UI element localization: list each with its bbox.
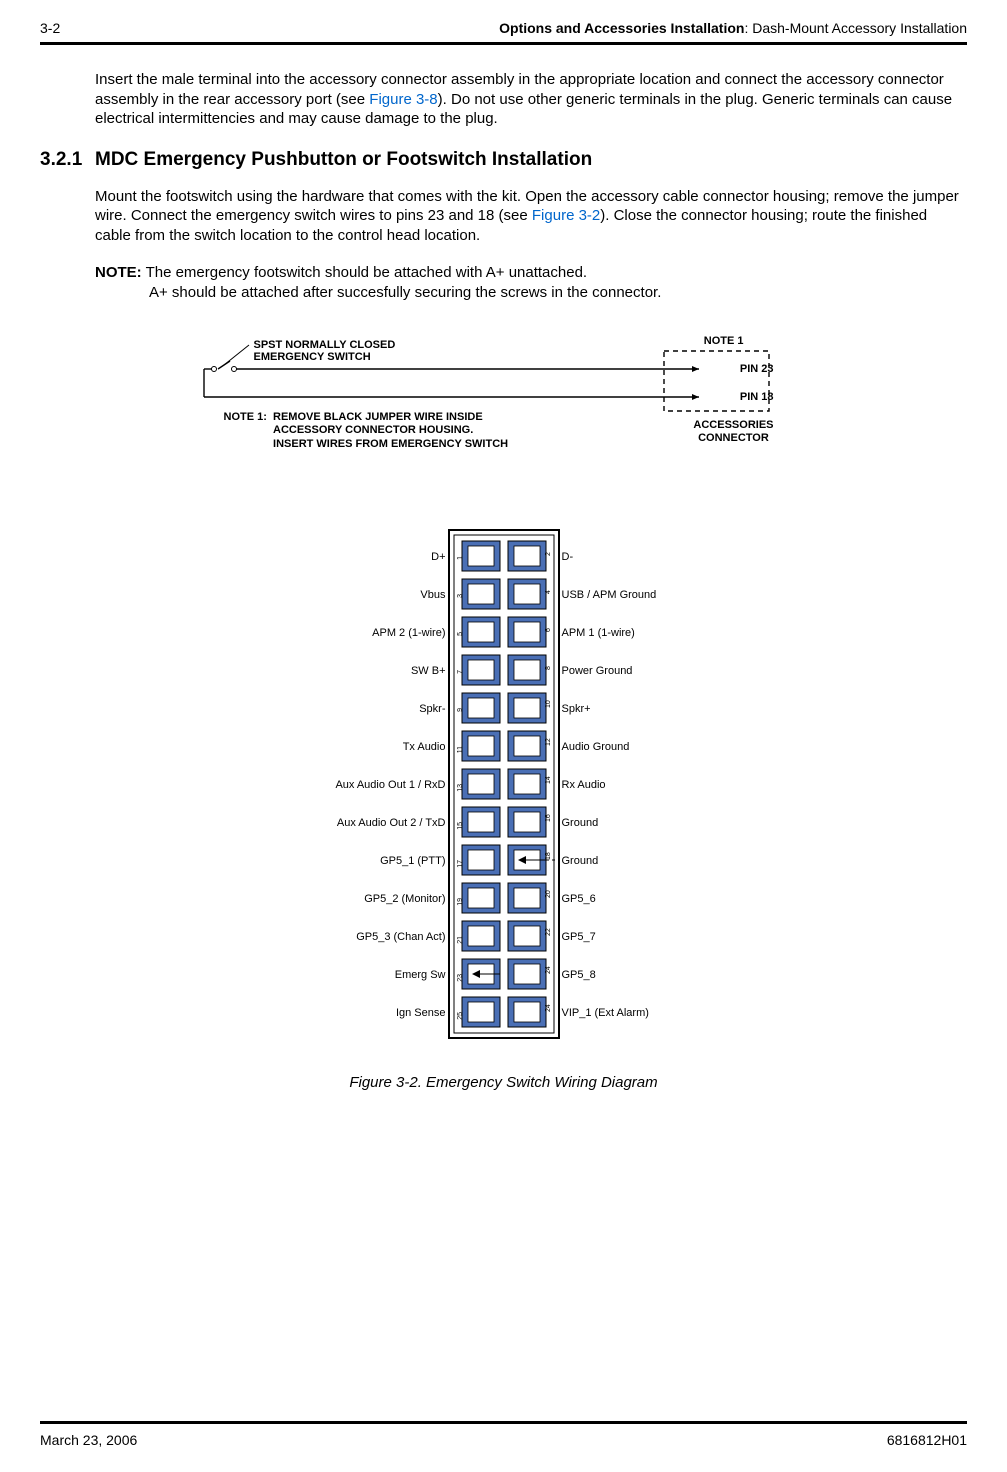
figure-link-3-2[interactable]: Figure 3-2 — [532, 207, 600, 224]
note1-text: NOTE 1: REMOVE BLACK JUMPER WIRE INSIDE … — [224, 411, 509, 452]
svg-text:19: 19 — [456, 897, 463, 905]
svg-text:5: 5 — [456, 631, 463, 635]
section-heading: 3.2.1 MDC Emergency Pushbutton or Footsw… — [40, 149, 967, 171]
svg-text:21: 21 — [456, 935, 463, 943]
page-number: 3-2 — [40, 20, 60, 36]
intro-paragraph: Insert the male terminal into the access… — [95, 70, 967, 129]
svg-text:22: 22 — [544, 928, 551, 936]
connector-left-labels: D+ Vbus APM 2 (1-wire) SW B+ Spkr- Tx Au… — [335, 539, 445, 1033]
svg-text:20: 20 — [544, 890, 551, 898]
svg-text:18: 18 — [544, 852, 551, 860]
svg-text:12: 12 — [544, 738, 551, 746]
svg-text:13: 13 — [456, 783, 463, 791]
svg-text:8: 8 — [544, 666, 551, 670]
section-paragraph-1: Mount the footswitch using the hardware … — [95, 187, 967, 246]
note-block: NOTE: The emergency footswitch should be… — [95, 263, 967, 304]
page-header: 3-2 Options and Accessories Installation… — [40, 20, 967, 45]
svg-text:23: 23 — [456, 973, 463, 981]
svg-text:3: 3 — [456, 593, 463, 597]
svg-text:11: 11 — [456, 745, 463, 752]
footer-doc: 6816812H01 — [887, 1432, 967, 1448]
svg-text:9: 9 — [456, 707, 463, 711]
page-footer: March 23, 2006 6816812H01 — [40, 1421, 967, 1448]
accessories-connector-label: ACCESSORIES CONNECTOR — [693, 419, 773, 445]
connector-svg: 1 2 3 4 5 6 7 8 9 10 11 12 13 1 — [448, 529, 560, 1039]
svg-text:14: 14 — [544, 776, 551, 784]
svg-text:6: 6 — [544, 628, 551, 632]
connector-right-labels: D- USB / APM Ground APM 1 (1-wire) Power… — [562, 539, 657, 1033]
schematic-diagram: SPST NORMALLY CLOSED EMERGENCY SWITCH NO… — [194, 339, 814, 479]
svg-text:10: 10 — [544, 700, 551, 708]
svg-text:24: 24 — [544, 966, 551, 974]
footer-date: March 23, 2006 — [40, 1432, 137, 1448]
svg-text:24: 24 — [544, 1004, 551, 1012]
connector-diagram: D+ Vbus APM 2 (1-wire) SW B+ Spkr- Tx Au… — [224, 529, 784, 1039]
figure-caption: Figure 3-2. Emergency Switch Wiring Diag… — [40, 1074, 967, 1091]
svg-text:25: 25 — [456, 1011, 463, 1019]
figure-link-3-8[interactable]: Figure 3-8 — [369, 91, 437, 108]
svg-text:2: 2 — [544, 552, 551, 556]
svg-text:4: 4 — [544, 590, 551, 594]
svg-text:17: 17 — [456, 859, 463, 867]
svg-text:16: 16 — [544, 814, 551, 822]
svg-text:7: 7 — [456, 669, 463, 673]
chapter-title: Options and Accessories Installation: Da… — [499, 20, 967, 36]
svg-text:1: 1 — [456, 555, 463, 559]
svg-text:15: 15 — [456, 821, 463, 829]
